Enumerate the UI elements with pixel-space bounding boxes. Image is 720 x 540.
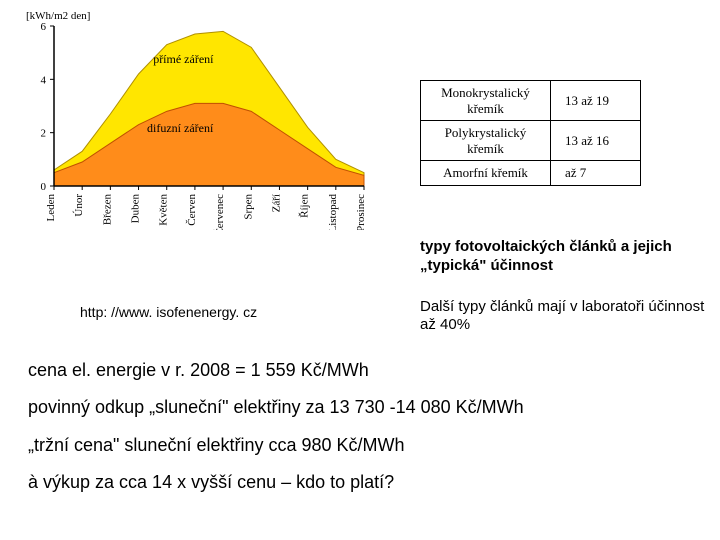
svg-text:Prosinec: Prosinec [355, 194, 367, 230]
svg-text:Únor: Únor [73, 194, 85, 217]
series-label-prime: přímé záření [153, 52, 213, 67]
text-block: cena el. energie v r. 2008 = 1 559 Kč/MW… [0, 359, 720, 495]
table-row: Polykrystalický křemík 13 až 16 [421, 121, 641, 161]
svg-text:Srpen: Srpen [242, 194, 254, 220]
svg-text:Červenec: Červenec [214, 194, 226, 230]
svg-text:Září: Září [270, 194, 282, 212]
svg-text:Květen: Květen [158, 194, 170, 226]
text-line: cena el. energie v r. 2008 = 1 559 Kč/MW… [28, 359, 692, 382]
caption-block: typy fotovoltaických článků a jejich „ty… [420, 238, 690, 276]
table-row: Monokrystalický křemík 13 až 19 [421, 81, 641, 121]
table-caption: typy fotovoltaických článků a jejich „ty… [420, 238, 690, 276]
svg-text:2: 2 [41, 128, 47, 140]
efficiency-table: Monokrystalický křemík 13 až 19 Polykrys… [420, 80, 641, 186]
series-label-difuz: difuzní záření [147, 121, 213, 136]
svg-text:0: 0 [41, 181, 47, 193]
svg-text:Březen: Březen [101, 194, 113, 226]
table-row: Amorfní křemík až 7 [421, 161, 641, 186]
source-url: http: //www. isofenenergy. cz [80, 304, 380, 320]
solar-radiation-chart: [kWh/m2 den] 0246LedenÚnorBřezenDubenKvě… [20, 10, 380, 230]
svg-text:Listopad: Listopad [327, 194, 339, 230]
lower-caption-row: http: //www. isofenenergy. cz Další typy… [0, 298, 720, 336]
svg-text:Říjen: Říjen [299, 194, 311, 218]
cell: 13 až 19 [551, 81, 641, 121]
cell: Monokrystalický křemík [421, 81, 551, 121]
right-note: Další typy článků mají v laboratoři účin… [420, 298, 710, 336]
text-line: povinný odkup „sluneční" elektřiny za 13… [28, 396, 692, 419]
text-line: à výkup za cca 14 x vyšší cenu – kdo to … [28, 471, 692, 494]
chart-svg: 0 2 4 6 Leden Únor Březen Duben Květen Červen Červ… [20, 10, 380, 230]
text-line: „tržní cena" sluneční elektřiny cca 980 … [28, 434, 692, 457]
cell: Amorfní křemík [421, 161, 551, 186]
cell: 13 až 16 [551, 121, 641, 161]
svg-text:Duben: Duben [130, 194, 142, 224]
top-area: [kWh/m2 den] 0246LedenÚnorBřezenDubenKvě… [0, 0, 720, 230]
cell: Polykrystalický křemík [421, 121, 551, 161]
svg-text:6: 6 [41, 21, 47, 33]
svg-text:4: 4 [41, 74, 47, 86]
svg-text:Leden: Leden [45, 194, 57, 222]
svg-text:Červen: Červen [186, 194, 198, 226]
cell: až 7 [551, 161, 641, 186]
